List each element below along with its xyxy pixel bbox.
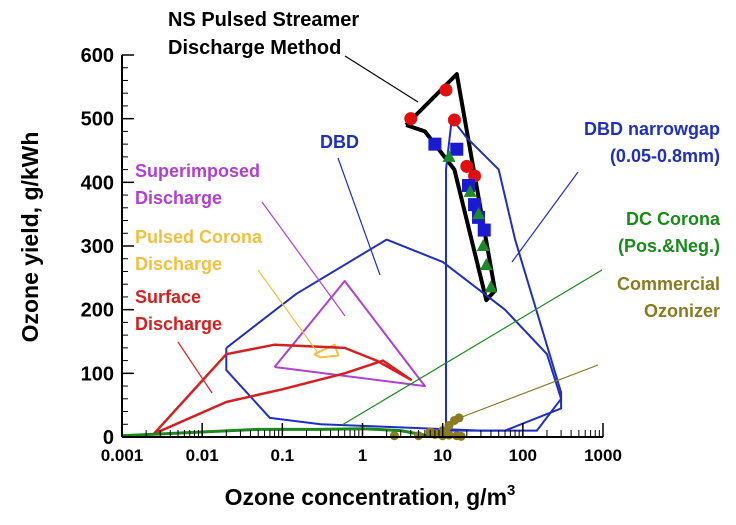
x-tick-label: 1000 [584,446,622,465]
x-tick-label: 0.01 [186,446,219,465]
annotation-label: NS Pulsed Streamer [168,9,359,31]
y-tick-label: 400 [81,172,114,194]
region-3 [273,280,426,388]
region-5 [152,343,413,435]
annotation-label: (0.05-0.8mm) [610,146,720,166]
data-point-square [428,137,442,151]
leader-line [511,171,579,263]
annotation-label: Superimposed [135,161,260,181]
y-tick-label: 200 [81,300,114,322]
x-axis-label-main: Ozone concentration, g/m [225,484,507,510]
annotation-label: Discharge [135,188,222,208]
annotation-label: Discharge Method [168,37,341,59]
data-point-commercial [441,428,451,438]
data-point-triangle [463,184,477,197]
region-0 [404,72,497,303]
x-tick-label: 1 [358,446,367,465]
x-tick-label: 0.001 [101,446,144,465]
leader-line [337,157,381,276]
annotation-label: DBD narrowgap [584,119,720,139]
x-axis-label-superscript: 3 [507,482,515,499]
x-tick-label: 10 [433,446,452,465]
data-point-triangle [479,258,493,271]
y-tick-label: 100 [81,363,114,385]
y-axis-label: Ozone yield, g/kWh [17,132,43,343]
data-point-commercial [389,431,399,441]
y-tick-label: 0 [103,427,114,449]
data-point-triangle [472,207,486,220]
y-tick-label: 500 [81,109,114,131]
data-point-commercial [454,413,464,423]
annotation-label: (Pos.&Neg.) [618,236,720,256]
data-point-circle [439,83,453,97]
x-tick-label: 0.1 [271,446,295,465]
annotation-label: Discharge [135,254,222,274]
y-tick-label: 600 [81,45,114,67]
annotation-label: Ozonizer [644,301,720,321]
data-point-triangle [442,149,456,162]
data-point-circle [447,113,461,127]
data-point-square [450,142,464,156]
annotations: NS Pulsed Streamer Discharge Method DBD DBD… [135,9,721,426]
axes: 0.001 0.01 0.1 1 10 100 1000 0 100 200 300 400 500 60… [81,45,622,465]
data-point-square [468,198,482,212]
annotation-label: Commercial [617,274,720,294]
data-point-square [477,223,491,237]
leader-line [461,364,599,418]
y-tick-label: 300 [81,236,114,258]
leader-line [257,269,319,354]
region-1 [225,238,563,432]
annotation-label: Pulsed Corona [135,227,263,247]
data-point-triangle [484,280,498,293]
annotation-label: Discharge [135,314,222,334]
annotation-label: DC Corona [626,209,721,229]
data-point-circle [460,159,474,173]
data-point-triangle [476,239,490,251]
leader-line [177,341,213,394]
leader-line [344,55,419,103]
x-axis-label: Ozone concentration, g/m3 [225,482,516,510]
annotation-label: Surface [135,287,201,307]
leader-line [341,269,603,426]
x-tick-label: 100 [509,446,537,465]
leader-line [261,201,346,317]
region-2 [445,117,563,432]
data-point-circle [404,112,418,126]
annotation-label: DBD [320,132,359,152]
